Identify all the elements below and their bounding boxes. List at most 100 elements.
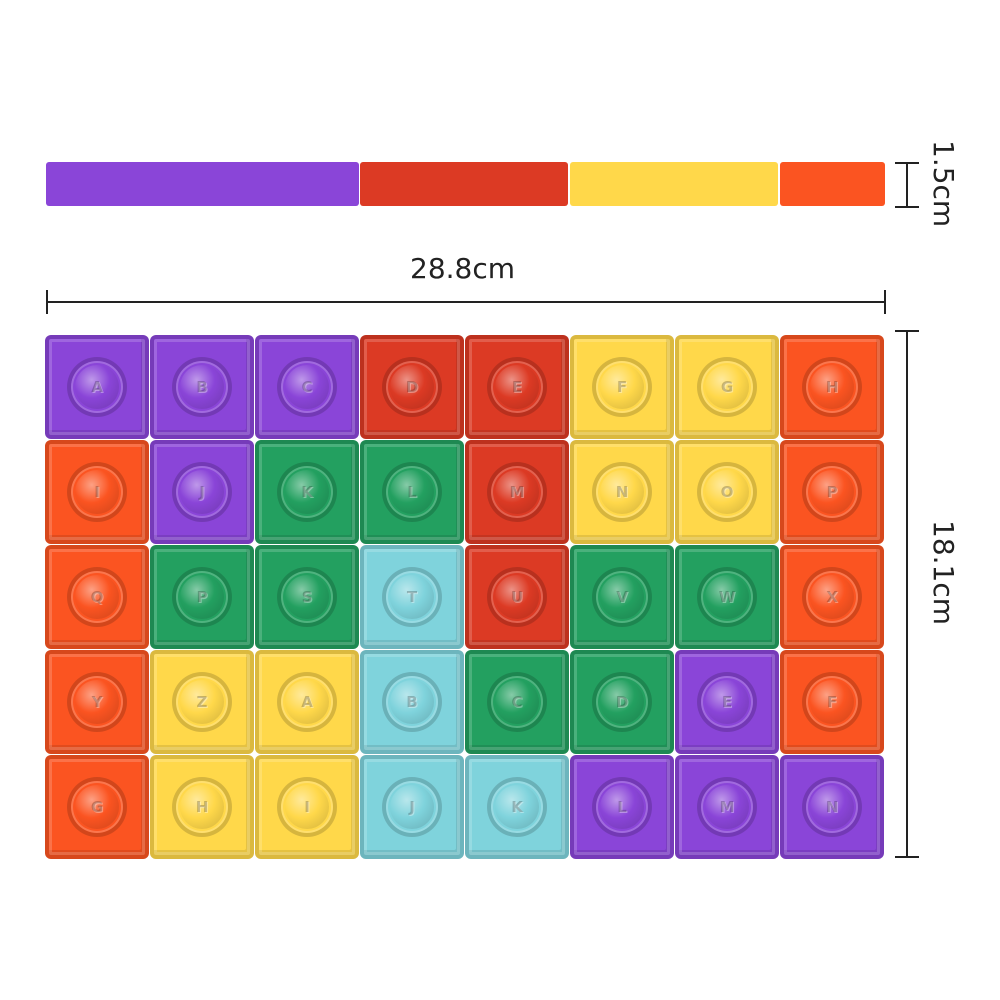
bubble-letter: H: [195, 798, 209, 816]
pop-bubble[interactable]: Z: [180, 680, 224, 724]
pop-bubble[interactable]: B: [390, 680, 434, 724]
pop-bubble[interactable]: K: [285, 470, 329, 514]
bubble-letter: A: [301, 693, 313, 711]
bubble-letter: X: [826, 588, 838, 606]
pop-bubble[interactable]: M: [705, 785, 749, 829]
pop-bubble[interactable]: N: [810, 785, 854, 829]
bubble-letter: Q: [90, 588, 104, 606]
thickness-dimension-line: [906, 162, 908, 208]
puzzle-cell: I: [45, 440, 149, 544]
puzzle-cell: E: [675, 650, 779, 754]
bubble-letter: F: [826, 693, 838, 711]
pop-bubble[interactable]: X: [810, 575, 854, 619]
bubble-letter: I: [94, 483, 100, 501]
pop-bubble[interactable]: E: [495, 365, 539, 409]
puzzle-cell: T: [360, 545, 464, 649]
puzzle-cell: H: [780, 335, 884, 439]
thickness-tick-top: [895, 162, 919, 164]
width-tick-right: [884, 290, 886, 314]
height-label: 18.1cm: [927, 520, 960, 626]
bubble-letter: G: [90, 798, 104, 816]
width-dimension-line: [46, 301, 886, 303]
pop-bubble[interactable]: H: [180, 785, 224, 829]
puzzle-cell: J: [150, 440, 254, 544]
pop-bubble[interactable]: N: [600, 470, 644, 514]
pop-bubble[interactable]: J: [390, 785, 434, 829]
width-tick-left: [46, 290, 48, 314]
puzzle-cell: O: [675, 440, 779, 544]
side-segment-purple: [46, 162, 359, 206]
puzzle-cell: U: [465, 545, 569, 649]
side-segment-orange: [780, 162, 885, 206]
bubble-letter: Y: [91, 693, 103, 711]
bubble-letter: B: [196, 378, 208, 396]
pop-bubble[interactable]: I: [285, 785, 329, 829]
pop-bubble[interactable]: L: [390, 470, 434, 514]
bubble-letter: B: [406, 693, 418, 711]
pop-bubble[interactable]: D: [600, 680, 644, 724]
pop-bubble[interactable]: O: [705, 470, 749, 514]
pop-bubble[interactable]: Q: [75, 575, 119, 619]
pop-bubble[interactable]: A: [75, 365, 119, 409]
puzzle-cell: A: [255, 650, 359, 754]
bubble-letter: E: [511, 378, 523, 396]
height-dimension-line: [906, 330, 908, 858]
pop-bubble[interactable]: J: [180, 470, 224, 514]
puzzle-cell: J: [360, 755, 464, 859]
pop-bubble[interactable]: M: [495, 470, 539, 514]
bubble-letter: A: [91, 378, 103, 396]
pop-bubble[interactable]: T: [390, 575, 434, 619]
pop-bubble[interactable]: D: [390, 365, 434, 409]
pop-bubble[interactable]: H: [810, 365, 854, 409]
puzzle-cell: M: [465, 440, 569, 544]
bubble-letter: J: [199, 483, 205, 501]
bubble-letter: O: [720, 483, 734, 501]
pop-bubble[interactable]: U: [495, 575, 539, 619]
pop-bubble[interactable]: F: [810, 680, 854, 724]
puzzle-cell: M: [675, 755, 779, 859]
pop-bubble[interactable]: K: [495, 785, 539, 829]
side-segment-red: [360, 162, 568, 206]
bubble-letter: M: [509, 483, 525, 501]
pop-bubble[interactable]: C: [495, 680, 539, 724]
puzzle-cell: F: [780, 650, 884, 754]
pop-bubble[interactable]: Y: [75, 680, 119, 724]
puzzle-cell: V: [570, 545, 674, 649]
pop-bubble[interactable]: S: [285, 575, 329, 619]
bubble-letter: J: [409, 798, 415, 816]
bubble-letter: I: [304, 798, 310, 816]
pop-bubble[interactable]: F: [600, 365, 644, 409]
pop-bubble[interactable]: G: [705, 365, 749, 409]
thickness-label: 1.5cm: [927, 140, 960, 228]
pop-bubble[interactable]: W: [705, 575, 749, 619]
puzzle-cell: X: [780, 545, 884, 649]
height-tick-top: [895, 330, 919, 332]
puzzle-cell: N: [780, 755, 884, 859]
puzzle-cell: Y: [45, 650, 149, 754]
pop-bubble[interactable]: E: [705, 680, 749, 724]
puzzle-cell: D: [570, 650, 674, 754]
pop-bubble[interactable]: G: [75, 785, 119, 829]
bubble-letter: P: [196, 588, 208, 606]
bubble-letter: N: [825, 798, 839, 816]
pop-bubble[interactable]: I: [75, 470, 119, 514]
bubble-letter: D: [405, 378, 419, 396]
pop-bubble[interactable]: C: [285, 365, 329, 409]
puzzle-cell: K: [255, 440, 359, 544]
bubble-letter: N: [615, 483, 629, 501]
bubble-letter: G: [720, 378, 734, 396]
pop-bubble[interactable]: P: [810, 470, 854, 514]
pop-bubble[interactable]: V: [600, 575, 644, 619]
puzzle-cell: L: [360, 440, 464, 544]
height-tick-bottom: [895, 856, 919, 858]
puzzle-cell: Q: [45, 545, 149, 649]
puzzle-cell: N: [570, 440, 674, 544]
pop-bubble[interactable]: L: [600, 785, 644, 829]
bubble-letter: L: [407, 483, 417, 501]
puzzle-cell: L: [570, 755, 674, 859]
puzzle-cell: G: [45, 755, 149, 859]
pop-bubble[interactable]: P: [180, 575, 224, 619]
side-segment-yellow: [570, 162, 778, 206]
pop-bubble[interactable]: A: [285, 680, 329, 724]
pop-bubble[interactable]: B: [180, 365, 224, 409]
